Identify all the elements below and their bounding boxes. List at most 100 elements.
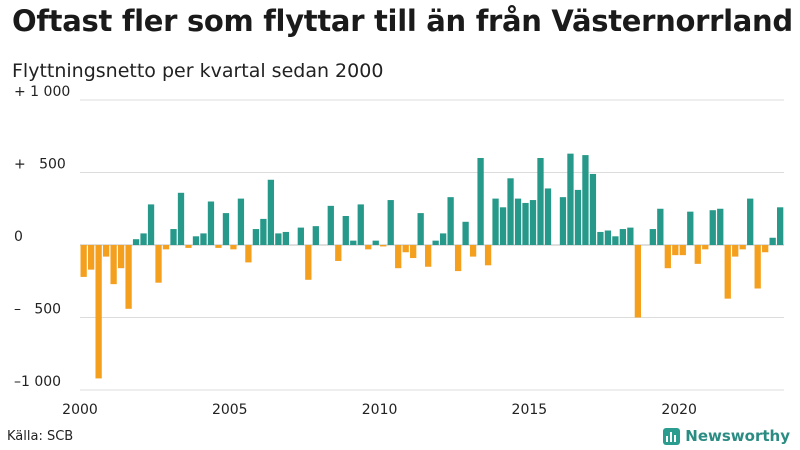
x-tick-label: 2005: [212, 402, 248, 418]
bar: [634, 245, 641, 318]
y-tick-label: + 500: [14, 157, 66, 173]
bar: [260, 218, 267, 245]
bar: [410, 245, 417, 259]
bar: [140, 233, 147, 245]
bar: [432, 240, 439, 245]
bar: [567, 153, 574, 245]
bar: [417, 213, 424, 245]
bar: [597, 231, 604, 245]
bar: [544, 188, 552, 245]
bar: [747, 198, 754, 245]
bar: [717, 208, 724, 245]
brand-logo[interactable]: Newsworthy: [663, 427, 790, 445]
bar: [200, 233, 207, 245]
bar: [589, 173, 597, 245]
y-tick-label: 0: [14, 229, 23, 245]
bar: [357, 204, 364, 245]
bar: [215, 245, 222, 248]
bar: [275, 233, 282, 245]
bar: [387, 200, 394, 245]
x-axis-ticks: 2000 2005 2010 2015 2020: [62, 402, 697, 418]
chart-title: Oftast fler som flyttar till än från Väs…: [12, 4, 793, 38]
bar: [732, 245, 739, 257]
bar: [694, 245, 701, 264]
bar: [612, 236, 619, 245]
bar: [177, 192, 185, 245]
bar: [335, 245, 342, 261]
bar: [170, 229, 177, 245]
bar: [365, 245, 372, 250]
bar: [162, 245, 170, 250]
x-tick-label: 2010: [362, 402, 398, 418]
bar: [492, 198, 499, 245]
y-tick-label: – 500: [14, 302, 61, 318]
bar: [237, 198, 245, 245]
bar: [125, 245, 132, 309]
bar: [582, 155, 589, 245]
bar: [664, 245, 671, 269]
bar: [395, 245, 402, 269]
bar: [507, 178, 514, 245]
bar: [762, 245, 769, 253]
bar: [132, 239, 140, 245]
bar: [305, 245, 312, 280]
bar: [95, 245, 102, 379]
bar: [777, 207, 784, 245]
bar: [297, 227, 304, 245]
bar: [312, 226, 319, 245]
bar: [102, 245, 110, 257]
bar-chart-icon: [663, 427, 681, 445]
bar: [499, 207, 507, 245]
bar: [447, 197, 454, 245]
bar: [110, 245, 117, 285]
bar: [702, 245, 709, 250]
bar: [155, 245, 162, 283]
bar: [282, 231, 289, 245]
bar: [327, 205, 334, 245]
bar: [350, 240, 357, 245]
bar: [267, 179, 275, 245]
bar: [649, 229, 656, 245]
bar: [529, 200, 537, 245]
bar: [372, 240, 379, 245]
x-tick-label: 2020: [661, 402, 697, 418]
bar: [537, 158, 544, 245]
bar: [185, 245, 192, 248]
bar: [574, 189, 582, 245]
y-tick-label: –1 000: [14, 374, 61, 390]
bar: [769, 237, 776, 245]
x-tick-label: 2000: [62, 402, 98, 418]
bar: [87, 245, 95, 270]
bar: [192, 236, 200, 245]
bar: [439, 233, 447, 245]
bar: [380, 245, 387, 247]
bar: [619, 229, 627, 245]
bar: [477, 158, 484, 245]
bar: [522, 202, 529, 245]
bar: [425, 245, 432, 267]
bar: [147, 204, 155, 245]
bar: [207, 201, 215, 245]
bar: [484, 245, 492, 266]
bar: [454, 245, 462, 272]
y-axis-ticks: + 1 000 + 500 0 – 500 –1 000: [14, 84, 70, 390]
bar: [687, 211, 694, 245]
bar: [604, 230, 612, 245]
bar: [672, 245, 679, 256]
bar: [402, 245, 409, 253]
bars: [80, 153, 784, 379]
bar: [657, 208, 664, 245]
bar: [724, 245, 731, 299]
gridlines: [80, 99, 784, 391]
bar: [469, 245, 477, 257]
bar: [245, 245, 252, 263]
bar: [709, 210, 716, 245]
bar: [117, 245, 125, 269]
bar: [739, 245, 746, 250]
bar: [514, 198, 522, 245]
chart-subtitle: Flyttningsnetto per kvartal sedan 2000: [12, 60, 384, 82]
bar: [679, 245, 686, 256]
bar: [342, 216, 349, 245]
bar: [627, 227, 634, 245]
